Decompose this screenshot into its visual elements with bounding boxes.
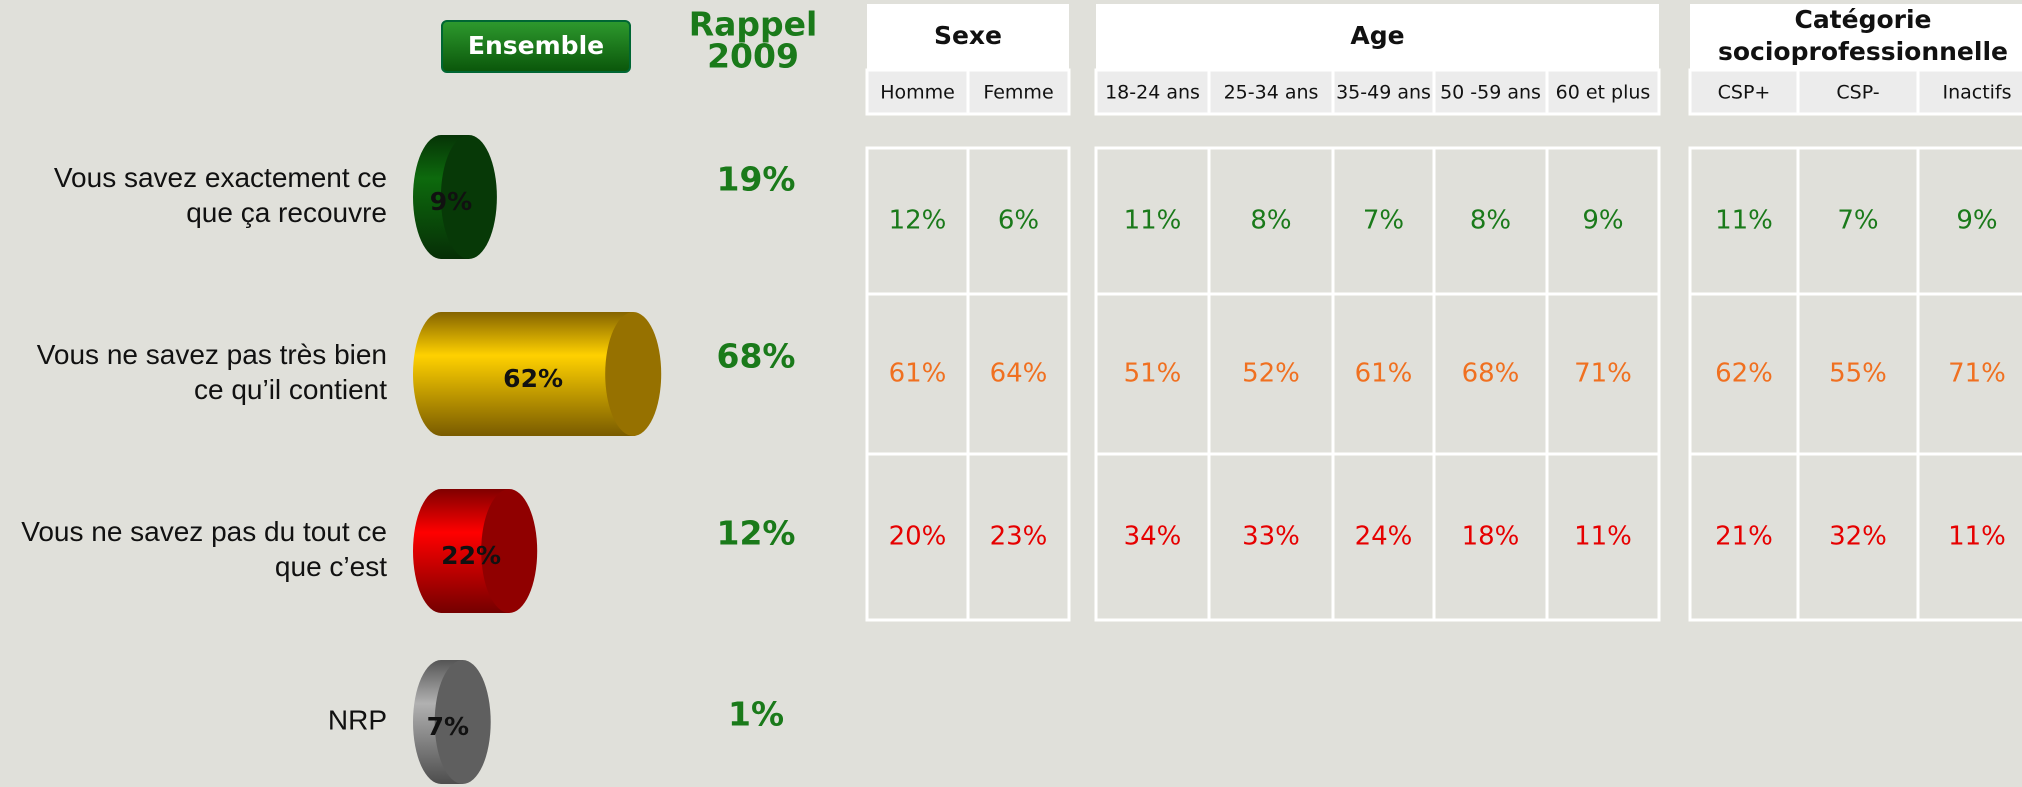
rappel-title: Rappel [689,5,818,44]
cell: 8% [1250,206,1291,236]
cell: 61% [1355,359,1413,389]
cell: 52% [1242,359,1300,389]
bar [413,312,634,436]
group-title: Age [1350,21,1404,50]
cell: 7% [1363,206,1404,236]
cell: 11% [1715,206,1773,236]
group-header [1690,4,2022,70]
bar-value-label: 7% [427,712,469,741]
column-header-row [1094,68,1661,116]
cell: 71% [1574,359,1632,389]
cell: 20% [889,522,947,552]
column-label: Femme [983,82,1053,104]
rappel-value: 68% [717,337,796,376]
cell: 9% [1956,206,1997,236]
column-label: 50 -59 ans [1440,82,1541,104]
category-label: que ça recouvre [186,197,387,228]
column-label: 60 et plus [1556,82,1651,104]
cell: 11% [1574,522,1632,552]
column-label: 35-49 ans [1336,82,1431,104]
group-header [1096,4,1659,70]
group-header [867,4,1069,70]
category-label: ce qu’il contient [194,374,387,405]
cell: 7% [1837,206,1878,236]
cell: 33% [1242,522,1300,552]
ensemble-button [441,20,631,73]
cell: 68% [1462,359,1520,389]
cell: 9% [1582,206,1623,236]
group-title: socioprofessionnelle [1718,37,2008,66]
bar-value-label: 22% [441,541,501,570]
bar-value-label: 9% [430,187,472,216]
category-label: Vous ne savez pas du tout ce [21,516,387,547]
rappel-title: 2009 [707,37,799,76]
cell: 21% [1715,522,1773,552]
column-label: CSP- [1836,82,1879,104]
column-label: Inactifs [1942,82,2011,104]
column-label: 25-34 ans [1224,82,1319,104]
category-label: Vous savez exactement ce [54,162,387,193]
cell: 11% [1124,206,1182,236]
group-title: Sexe [934,21,1002,50]
bar-cap [481,489,538,613]
bar-value-label: 62% [503,364,563,393]
cell: 64% [990,359,1048,389]
bar-cap [605,312,662,436]
cell: 55% [1829,359,1887,389]
category-label: Vous ne savez pas très bien [37,339,387,370]
cell: 18% [1462,522,1520,552]
cell: 71% [1948,359,2006,389]
rappel-value: 12% [717,514,796,553]
cell: 62% [1715,359,1773,389]
cell: 51% [1124,359,1182,389]
bar-cap [440,135,497,259]
bar-cap [434,660,491,784]
column-label: CSP+ [1718,82,1771,104]
ensemble-label: Ensemble [468,31,604,60]
data-box [1094,146,1661,622]
column-label: Homme [880,82,955,104]
cell: 61% [889,359,947,389]
cell: 12% [889,206,947,236]
cell: 11% [1948,522,2006,552]
cell: 24% [1355,522,1413,552]
category-label: NRP [328,704,387,735]
cell: 6% [998,206,1039,236]
cell: 8% [1470,206,1511,236]
data-box [1688,146,2022,622]
rappel-value: 1% [728,695,784,734]
category-label: que c’est [275,551,387,582]
column-label: 18-24 ans [1105,82,1200,104]
cell: 32% [1829,522,1887,552]
cell: 34% [1124,522,1182,552]
rappel-value: 19% [717,160,796,199]
column-header-row [1688,68,2022,116]
group-title: Catégorie [1794,5,1931,34]
cell: 23% [990,522,1048,552]
